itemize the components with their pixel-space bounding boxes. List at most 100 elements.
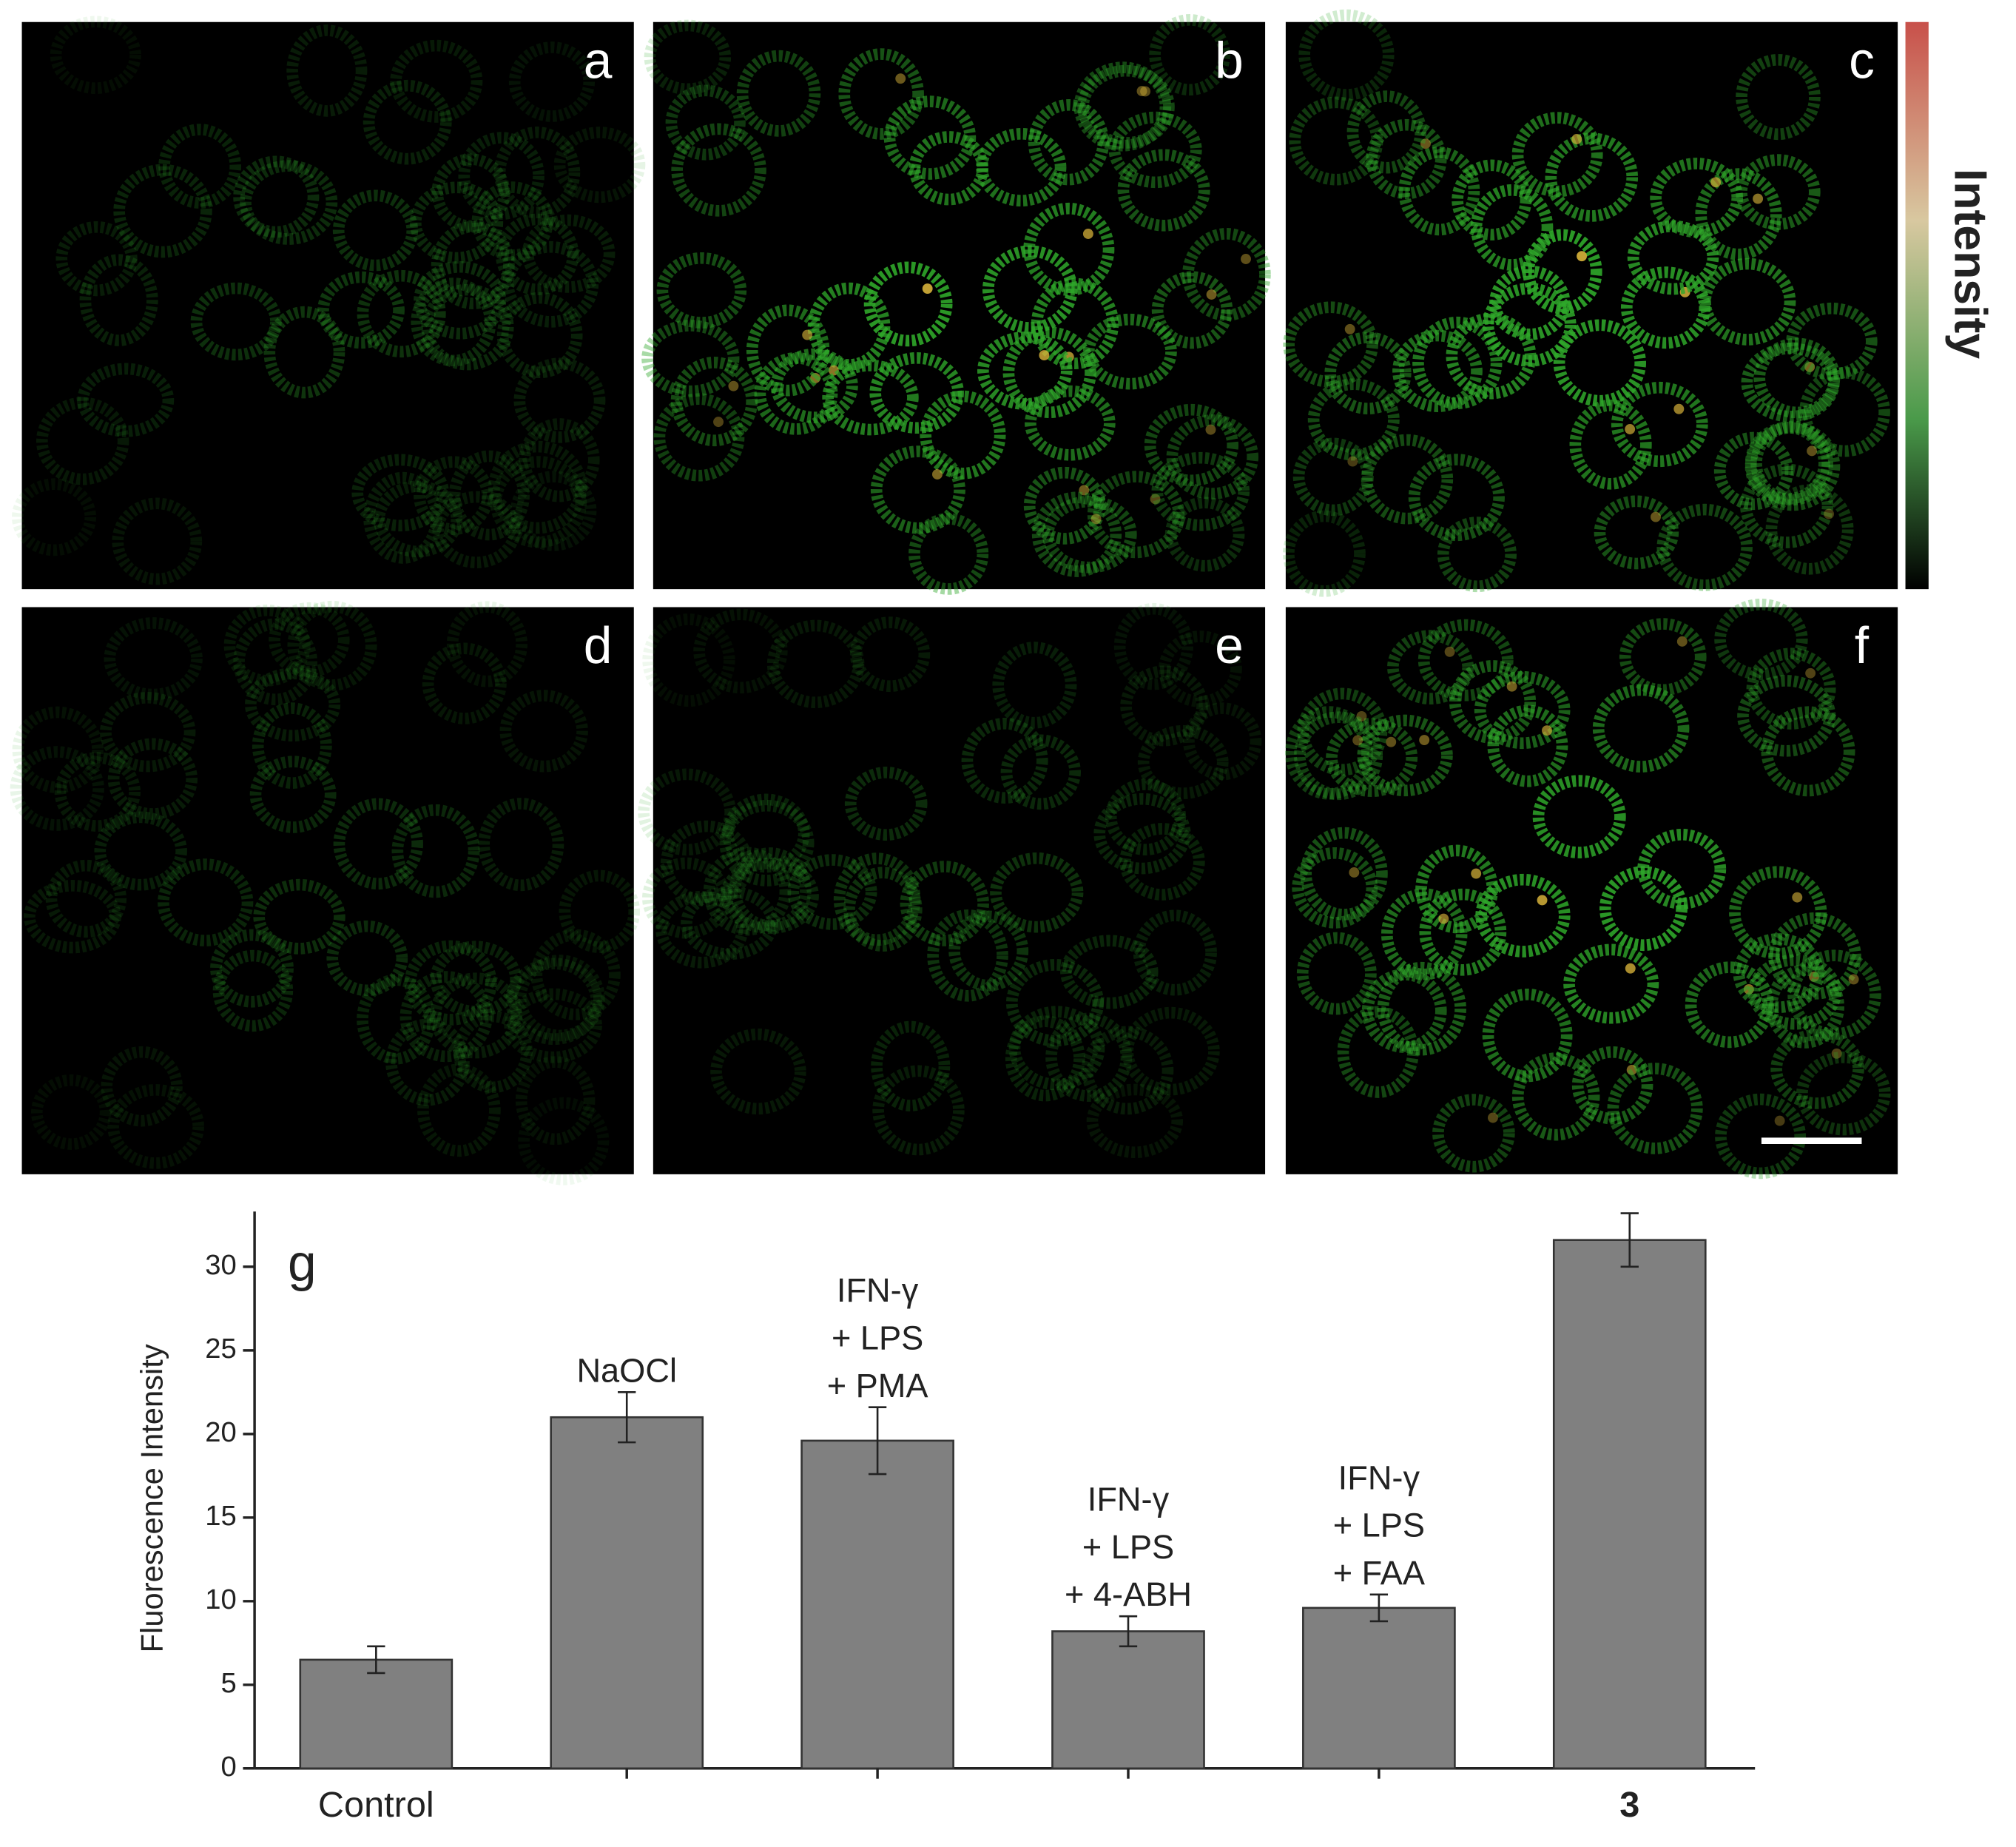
cell (421, 283, 514, 371)
bar-annotation: IFN-γ (1088, 1481, 1170, 1518)
cell (1023, 466, 1106, 545)
cell (1599, 866, 1688, 952)
cell (45, 859, 127, 938)
cell (927, 909, 1008, 1002)
cell (920, 390, 1006, 480)
hotspot (1205, 424, 1216, 435)
cell (1511, 112, 1603, 198)
cell (391, 804, 480, 898)
cell (488, 440, 587, 534)
cell (1300, 827, 1388, 921)
cell (671, 123, 766, 217)
hotspot (1804, 361, 1816, 372)
hotspot (1420, 138, 1431, 149)
cell (373, 480, 463, 558)
cell (883, 95, 977, 180)
hotspot (1673, 403, 1685, 414)
hotspot (1792, 892, 1803, 903)
hotspot (1039, 350, 1050, 361)
cell (1713, 431, 1794, 511)
cell (504, 988, 602, 1063)
cell (1571, 1046, 1653, 1125)
cell (94, 811, 187, 891)
hotspot (1344, 323, 1355, 334)
cell (1482, 988, 1573, 1083)
cell (158, 124, 242, 209)
cell (1380, 888, 1468, 980)
cell (638, 768, 736, 856)
cell (948, 910, 1029, 992)
hotspot (922, 283, 933, 294)
cell (838, 48, 924, 140)
cell (1432, 1094, 1515, 1173)
cell (77, 363, 175, 437)
bar-annotation: IFN-γ (837, 1271, 919, 1309)
hotspot (1471, 868, 1482, 879)
bar (800, 1439, 954, 1770)
cell (1008, 1006, 1105, 1091)
hotspot (1082, 229, 1093, 239)
cell (1087, 471, 1185, 559)
cell (1297, 687, 1388, 776)
cell (1086, 1083, 1184, 1159)
hotspot (1438, 913, 1449, 924)
cell (1042, 495, 1137, 573)
cell (36, 397, 129, 485)
cell (363, 471, 442, 564)
hotspot (1805, 667, 1816, 679)
hotspot (1625, 424, 1636, 434)
cell (101, 1046, 183, 1127)
cell (400, 971, 493, 1063)
cell (833, 852, 921, 946)
cell (869, 351, 964, 434)
cell (448, 450, 530, 541)
cell (1729, 866, 1827, 960)
cell (351, 454, 449, 532)
cell (1482, 283, 1577, 367)
cell (1081, 1026, 1174, 1115)
cell (1750, 420, 1833, 506)
cell (12, 478, 97, 556)
cell (990, 852, 1084, 933)
cell (1511, 1052, 1600, 1141)
cell (1361, 969, 1447, 1053)
cell (1292, 847, 1378, 929)
cell (249, 756, 337, 833)
cell (417, 1063, 501, 1157)
hotspot (1626, 1064, 1637, 1075)
cell (212, 949, 294, 1032)
cell (1166, 414, 1259, 499)
cell (1082, 313, 1177, 390)
micrograph: c (1283, 9, 1898, 597)
cell (1715, 1093, 1807, 1180)
cell (50, 16, 141, 95)
panel-label: e (1215, 616, 1244, 674)
y-axis-label: Fluorescence Intensity (135, 1344, 169, 1652)
panel-label: d (584, 616, 613, 674)
cell (269, 602, 350, 678)
cell (872, 1065, 965, 1156)
cell (430, 941, 522, 1017)
cell (1619, 618, 1707, 696)
cell (493, 127, 581, 218)
cell (1656, 503, 1753, 591)
cell (210, 929, 294, 1008)
cell (1532, 775, 1626, 858)
cell (411, 277, 496, 367)
cell (518, 1097, 610, 1185)
cell (1398, 147, 1480, 236)
cell (286, 24, 368, 117)
cell (1417, 619, 1514, 702)
cell (908, 131, 989, 206)
hotspot (932, 469, 943, 480)
cell (263, 306, 345, 399)
hotspot (1488, 1112, 1498, 1123)
hotspot (1241, 254, 1251, 264)
cell (30, 1074, 112, 1150)
hotspot (1542, 725, 1552, 736)
bar (1302, 1607, 1456, 1770)
hotspot (1506, 681, 1517, 692)
cell (1787, 949, 1881, 1040)
cell (1412, 316, 1503, 409)
